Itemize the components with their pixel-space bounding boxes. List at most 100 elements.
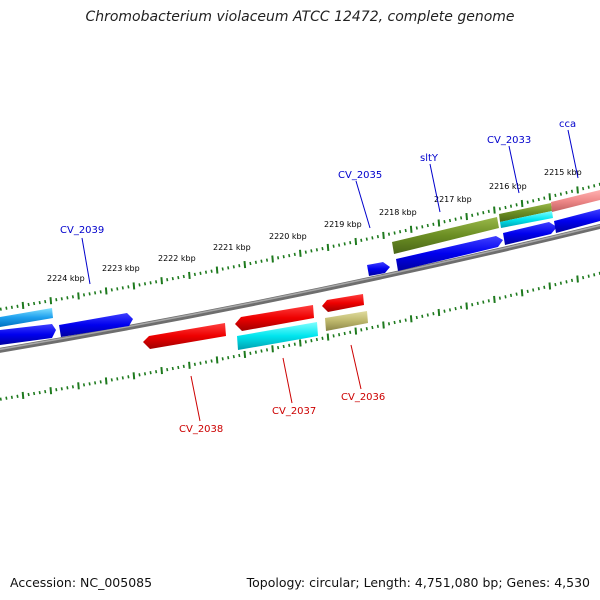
minor-tick: [277, 345, 280, 350]
gene-label-slty[interactable]: sltY: [420, 153, 439, 164]
minor-tick: [0, 307, 2, 311]
kbp-label-2222: 2222 kbp: [158, 254, 196, 263]
minor-tick: [360, 238, 363, 242]
kbp-label-2220: 2220 kbp: [269, 232, 307, 241]
minor-tick: [16, 394, 19, 398]
minor-tick: [415, 315, 418, 320]
major-tick: [520, 289, 524, 297]
feature-cv2033-olive[interactable]: [499, 203, 552, 222]
major-tick: [493, 295, 496, 303]
minor-tick: [487, 299, 490, 303]
minor-tick: [393, 320, 396, 325]
minor-tick: [471, 303, 474, 307]
minor-tick: [515, 292, 518, 296]
major-tick: [548, 282, 552, 290]
feature-cv2037-cyan[interactable]: [237, 322, 318, 350]
gene-label-cv2035[interactable]: CV_2035: [338, 170, 382, 181]
feature-cv2038[interactable]: [143, 323, 226, 349]
label-leader-lines: [81, 129, 579, 422]
gene-label-cca[interactable]: cca: [559, 119, 576, 130]
feature-cv2036-red[interactable]: [322, 294, 364, 312]
major-tick: [465, 302, 468, 310]
feature-cv2039[interactable]: [59, 313, 133, 337]
minor-tick: [393, 231, 396, 235]
minor-tick: [282, 344, 285, 349]
minor-tick: [587, 274, 590, 278]
forward-features: [0, 190, 600, 345]
gene-label-cv2033[interactable]: CV_2033: [487, 135, 531, 146]
minor-tick: [5, 306, 8, 310]
minor-tick: [177, 275, 180, 280]
major-tick: [215, 356, 219, 364]
minor-tick: [149, 371, 152, 375]
major-tick: [576, 275, 579, 283]
minor-tick: [426, 313, 429, 317]
minor-tick: [482, 211, 485, 215]
kbp-label-2219: 2219 kbp: [324, 220, 362, 229]
feature-slty[interactable]: [392, 217, 499, 254]
major-tick: [409, 225, 413, 233]
minor-tick: [565, 191, 568, 195]
major-tick: [576, 186, 579, 194]
minor-tick: [387, 322, 391, 326]
minor-tick: [204, 360, 208, 364]
minor-tick: [171, 276, 174, 281]
minor-tick: [155, 280, 158, 284]
gene-label-cv2038[interactable]: CV_2038: [179, 424, 223, 435]
feature-blue-1[interactable]: [0, 324, 56, 345]
minor-tick: [559, 192, 562, 196]
minor-tick: [249, 351, 252, 355]
major-tick: [354, 327, 358, 335]
minor-tick: [44, 299, 47, 304]
minor-tick: [199, 361, 202, 365]
kbp-label-2216: 2216 kbp: [489, 182, 527, 191]
minor-tick: [443, 220, 446, 224]
minor-tick: [171, 366, 174, 371]
gene-label-cv2036[interactable]: CV_2036: [341, 392, 385, 403]
minor-tick: [321, 336, 324, 340]
minor-tick: [476, 212, 479, 216]
feature-cv2033-blue[interactable]: [503, 222, 557, 245]
minor-tick: [404, 318, 407, 322]
minor-tick: [0, 397, 2, 401]
feature-sky-1[interactable]: [0, 308, 53, 327]
minor-tick: [570, 278, 574, 283]
feature-cca-blue[interactable]: [554, 209, 600, 233]
minor-tick: [238, 264, 241, 268]
feature-cca-salmon[interactable]: [551, 190, 600, 212]
major-tick: [548, 193, 552, 201]
minor-tick: [543, 285, 546, 289]
gene-label-cv2037[interactable]: CV_2037: [272, 406, 316, 417]
feature-cv2037-red[interactable]: [235, 305, 314, 331]
minor-tick: [537, 197, 540, 202]
minor-tick: [288, 253, 291, 258]
major-tick: [77, 382, 80, 390]
minor-tick: [232, 354, 235, 359]
minor-tick: [343, 331, 346, 336]
feature-blue-slty[interactable]: [396, 236, 503, 271]
minor-tick: [66, 296, 69, 300]
minor-tick: [5, 396, 8, 400]
feature-cv2036-khaki[interactable]: [325, 311, 368, 331]
minor-tick: [304, 250, 307, 254]
minor-tick: [293, 252, 296, 257]
minor-tick: [110, 288, 113, 292]
minor-tick: [565, 280, 568, 284]
minor-tick: [349, 241, 352, 245]
minor-tick: [365, 237, 368, 241]
kbp-label-2218: 2218 kbp: [379, 208, 417, 217]
feature-cv2035[interactable]: [367, 262, 390, 276]
feature-cv2033-cyan[interactable]: [500, 211, 553, 228]
major-tick: [354, 237, 358, 246]
minor-tick: [487, 209, 490, 214]
minor-tick: [71, 385, 74, 389]
minor-tick: [543, 196, 546, 200]
minor-tick: [166, 367, 169, 372]
gene-label-cv2039[interactable]: CV_2039: [60, 225, 104, 236]
minor-tick: [249, 261, 252, 266]
minor-tick: [38, 390, 41, 395]
major-tick: [493, 206, 496, 214]
minor-tick: [221, 267, 224, 271]
minor-tick: [482, 300, 485, 304]
minor-tick: [321, 246, 324, 251]
